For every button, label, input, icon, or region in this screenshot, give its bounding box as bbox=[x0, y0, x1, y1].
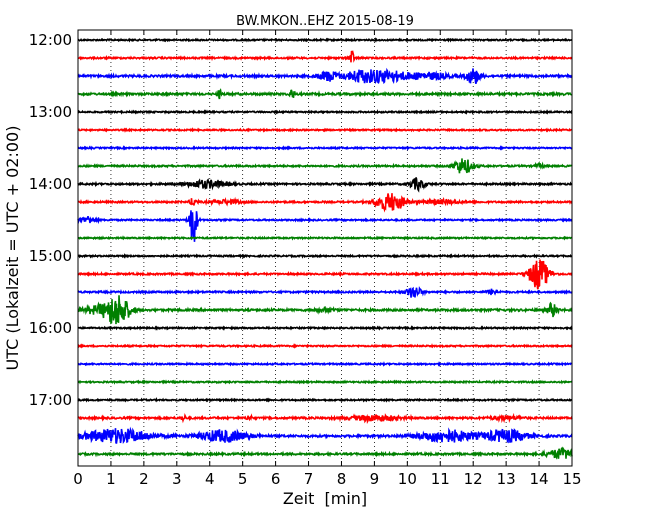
plot-frame bbox=[77, 29, 573, 467]
trace-1700 bbox=[77, 397, 573, 403]
trace-1645 bbox=[77, 379, 573, 385]
y-tick-label-1: 13:00 bbox=[29, 103, 72, 121]
trace-1545 bbox=[77, 295, 573, 325]
trace-1300 bbox=[77, 109, 573, 115]
chart-title: BW.MKON..EHZ 2015-08-19 bbox=[236, 14, 414, 29]
trace-1615 bbox=[77, 343, 573, 349]
x-tick-label-13: 13 bbox=[497, 470, 516, 488]
y-tick-label-2: 14:00 bbox=[29, 175, 72, 193]
trace-1600 bbox=[77, 325, 573, 331]
y-tick-label-5: 17:00 bbox=[29, 391, 72, 409]
y-axis-label: UTC (Lokalzeit = UTC + 02:00) bbox=[3, 126, 22, 371]
x-axis-label: Zeit [min] bbox=[283, 489, 367, 508]
trace-1215 bbox=[77, 50, 573, 63]
trace-1400 bbox=[77, 177, 573, 193]
x-tick-label-1: 1 bbox=[106, 470, 116, 488]
trace-1200 bbox=[77, 37, 573, 43]
x-tick-label-9: 9 bbox=[370, 470, 380, 488]
x-tick-label-3: 3 bbox=[172, 470, 182, 488]
trace-1315 bbox=[77, 127, 573, 133]
x-tick-label-2: 2 bbox=[139, 470, 149, 488]
seismic-traces bbox=[77, 37, 573, 460]
trace-1730 bbox=[77, 426, 573, 445]
trace-1230 bbox=[77, 67, 573, 85]
trace-1515 bbox=[77, 259, 573, 290]
trace-1630 bbox=[77, 361, 573, 367]
trace-1445 bbox=[77, 235, 573, 241]
x-tick-label-14: 14 bbox=[530, 470, 549, 488]
y-tick-label-3: 15:00 bbox=[29, 247, 72, 265]
x-tick-label-6: 6 bbox=[271, 470, 281, 488]
trace-1715 bbox=[77, 412, 573, 425]
x-tick-label-10: 10 bbox=[398, 470, 417, 488]
x-tick-label-15: 15 bbox=[562, 470, 581, 488]
x-tick-label-7: 7 bbox=[304, 470, 314, 488]
trace-1430 bbox=[77, 210, 573, 242]
trace-1330 bbox=[77, 145, 573, 151]
y-axis: 12:00 13:00 14:00 15:00 16:00 17:00 bbox=[29, 31, 572, 409]
x-tick-label-12: 12 bbox=[464, 470, 483, 488]
trace-1745 bbox=[77, 446, 573, 460]
x-tick-label-4: 4 bbox=[205, 470, 215, 488]
x-tick-label-5: 5 bbox=[238, 470, 248, 488]
trace-1530 bbox=[77, 286, 573, 298]
trace-1415 bbox=[77, 193, 573, 213]
x-axis: 0 1 2 3 4 5 6 7 8 9 10 11 12 13 14 15 bbox=[73, 30, 582, 488]
y-tick-label-0: 12:00 bbox=[29, 31, 72, 49]
x-tick-label-0: 0 bbox=[73, 470, 83, 488]
x-tick-label-8: 8 bbox=[337, 470, 347, 488]
trace-1500 bbox=[77, 253, 573, 259]
y-tick-label-4: 16:00 bbox=[29, 319, 72, 337]
x-tick-label-11: 11 bbox=[431, 470, 450, 488]
trace-1345 bbox=[77, 158, 573, 174]
grid-lines bbox=[110, 30, 540, 466]
trace-1245 bbox=[77, 88, 573, 100]
